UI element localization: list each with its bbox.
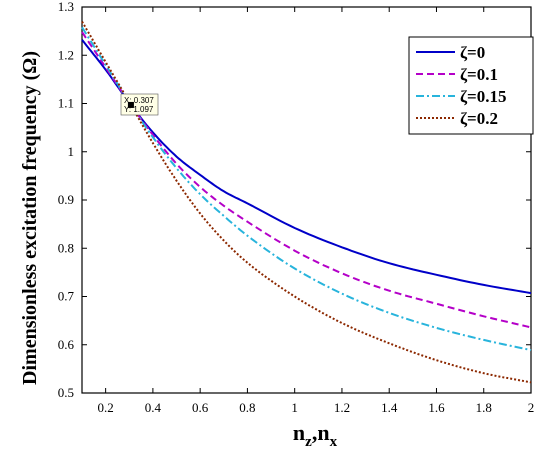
- legend-item-4: ζ=0.2: [416, 109, 498, 128]
- legend-label: ζ=0.1: [460, 65, 498, 84]
- y-tick-label: 1.2: [58, 47, 74, 62]
- y-tick-label: 0.7: [58, 289, 75, 304]
- x-tick-label: 1: [291, 400, 298, 415]
- legend-item-1: ζ=0: [416, 43, 485, 62]
- y-tick-label: 0.6: [58, 337, 75, 352]
- legend: ζ=0 ζ=0.1 ζ=0.15 ζ=0.2: [408, 36, 534, 135]
- x-tick-label: 0.8: [239, 400, 255, 415]
- legend-label: ζ=0.2: [460, 109, 498, 128]
- datatip-y: Y: 1.097: [124, 105, 154, 114]
- y-tick-label: 1.1: [58, 96, 74, 111]
- y-tick-label: 0.9: [58, 192, 74, 207]
- y-tick-label: 1.3: [58, 0, 74, 14]
- y-axis-label: Dimensionless excitation frequency (Ω): [19, 51, 41, 385]
- x-tick-label: 1.2: [334, 400, 350, 415]
- legend-item-2: ζ=0.1: [416, 65, 498, 84]
- x-tick-label: 1.6: [428, 400, 445, 415]
- legend-label: ζ=0: [460, 43, 485, 62]
- y-axis-title: Dimensionless excitation frequency (Ω): [19, 51, 41, 385]
- x-tick-label: 0.4: [145, 400, 162, 415]
- y-tick-label: 0.8: [58, 240, 74, 255]
- tick-layer: 0.2 0.4 0.6 0.8 1 1.2 1.4 1.6 1.8 2 0.5 0.6 0.7 0.8 0.…: [58, 0, 535, 415]
- y-tick-label: 0.5: [58, 385, 74, 400]
- legend-item-3: ζ=0.15: [416, 87, 506, 106]
- x-tick-label: 1.4: [381, 400, 398, 415]
- legend-label: ζ=0.15: [460, 87, 506, 106]
- datatip-marker[interactable]: [127, 101, 134, 108]
- x-tick-label: 1.8: [476, 400, 492, 415]
- datatip-x: X: 0.307: [124, 96, 154, 105]
- y-tick-label: 1: [68, 144, 75, 159]
- datatip-box: [120, 93, 159, 116]
- x-axis-title: nz,nx: [293, 420, 338, 450]
- x-tick-label: 0.2: [98, 400, 114, 415]
- x-tick-label: 2: [528, 400, 535, 415]
- x-tick-label: 0.6: [192, 400, 209, 415]
